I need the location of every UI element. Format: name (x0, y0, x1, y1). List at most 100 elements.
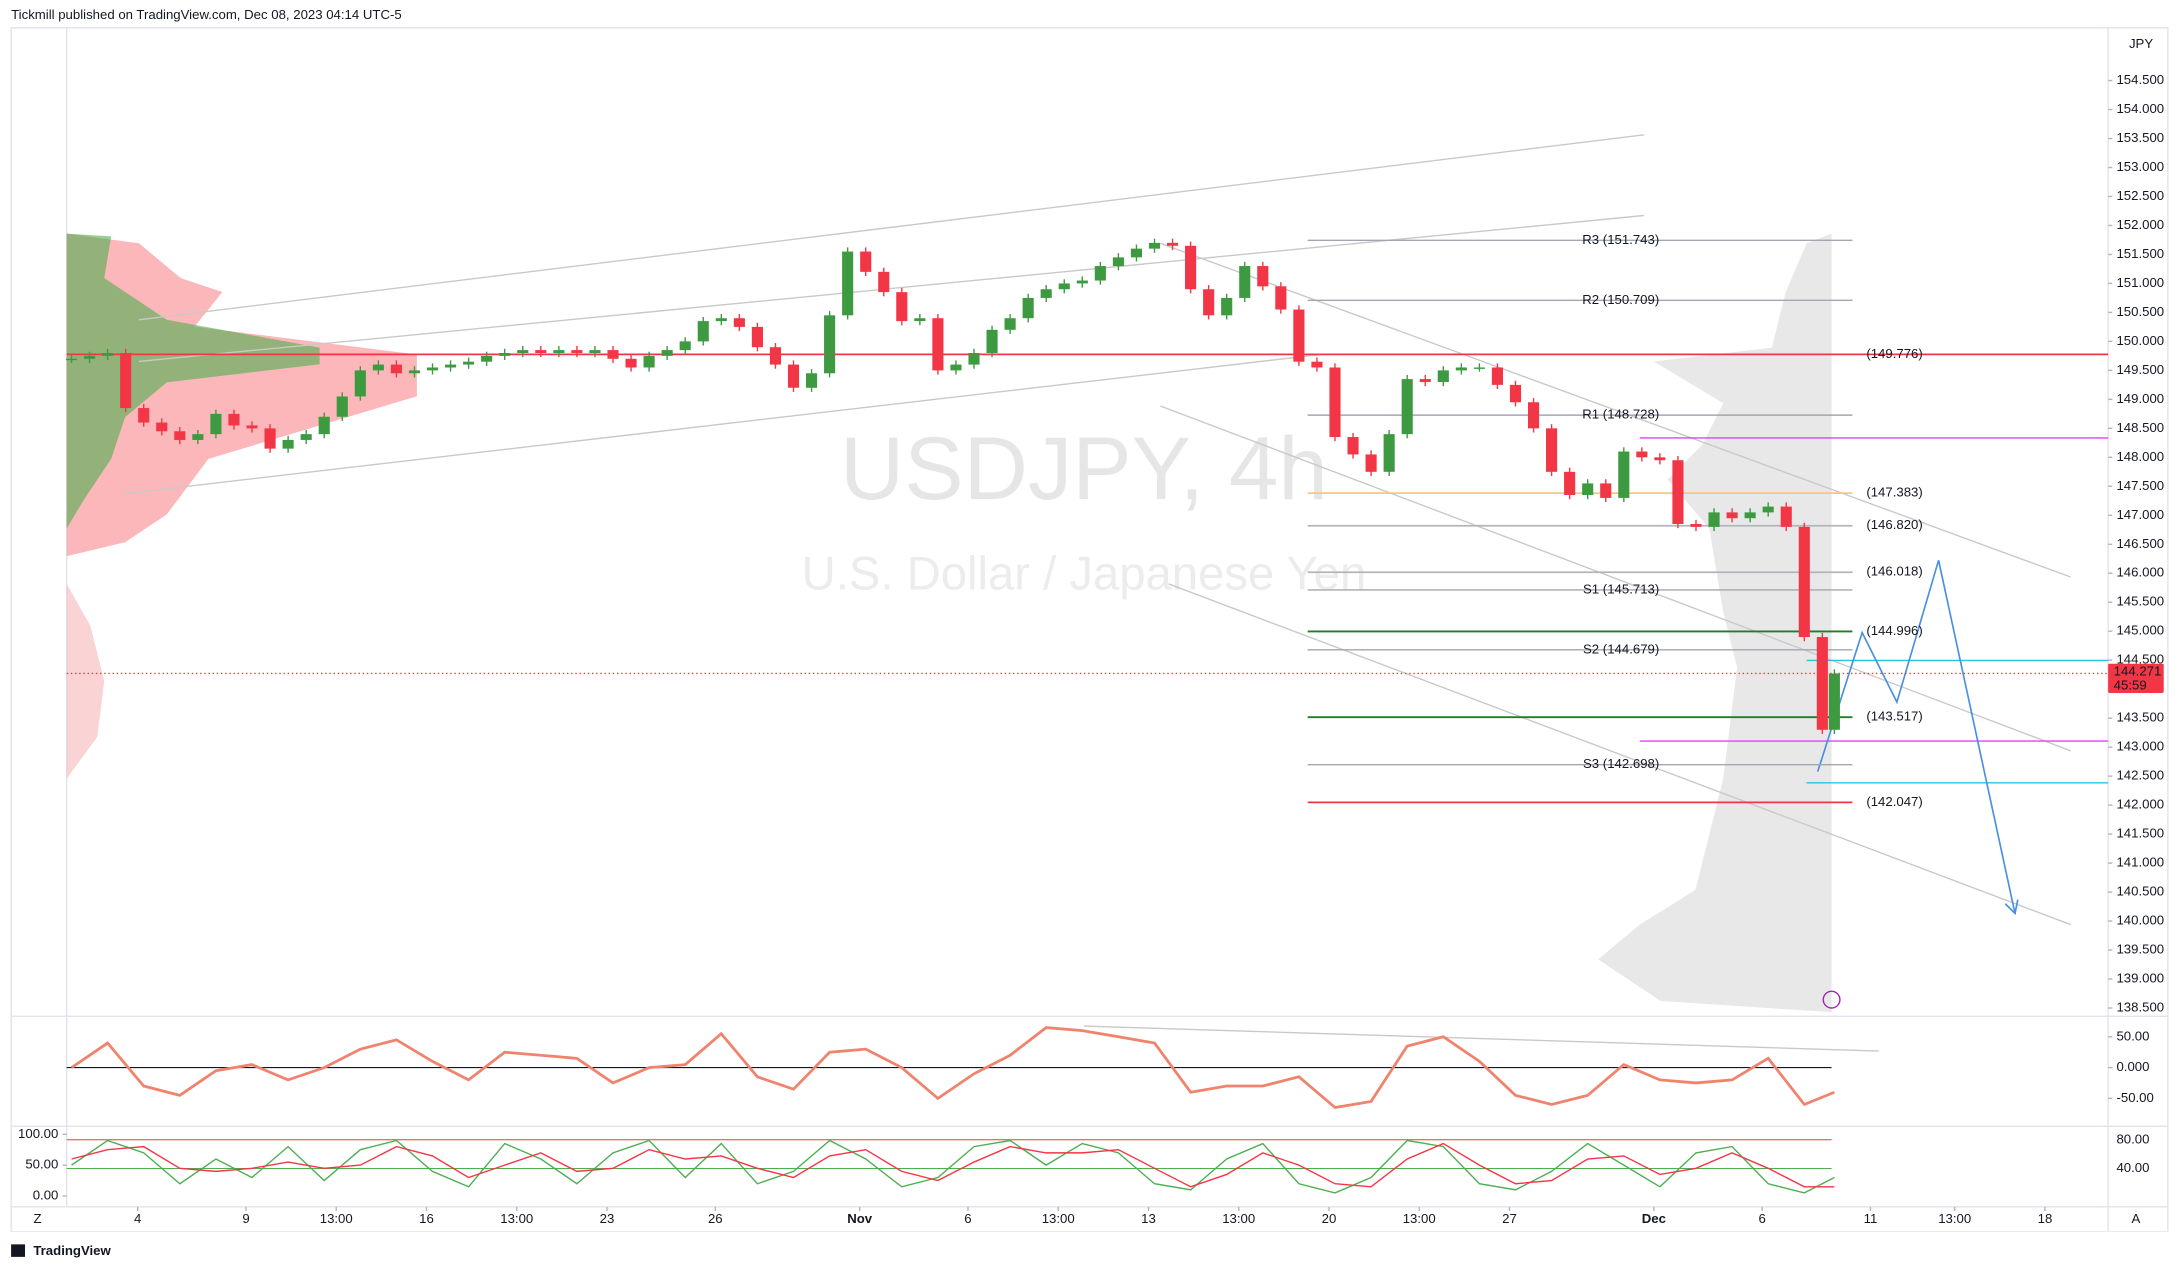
level-label: (142.047) (1866, 794, 1922, 809)
candle (1828, 673, 1840, 730)
y-tick-label: 139.500 (2116, 942, 2164, 957)
x-tick-label: Dec (1642, 1211, 1666, 1226)
level-label: (143.517) (1866, 709, 1922, 724)
y-tick-label: 154.000 (2116, 101, 2164, 116)
candle (751, 326, 763, 348)
y-tick-label: -50.00 (2116, 1090, 2153, 1105)
candle (408, 370, 421, 374)
y-tick-label: 151.000 (2116, 275, 2164, 290)
level-label: (144.996) (1866, 623, 1922, 638)
candle (950, 364, 962, 371)
candle (1473, 367, 1485, 369)
indicator-line (71, 1139, 1835, 1194)
scale-button[interactable]: Z (33, 1211, 41, 1226)
candle (481, 355, 493, 362)
y-tick-label: 150.000 (2116, 333, 2164, 348)
y-tick-label: 140.500 (2116, 884, 2164, 899)
event-icon[interactable] (1822, 990, 1841, 1009)
y-tick-label: 149.000 (2116, 391, 2164, 406)
candle (246, 425, 258, 429)
candle (1311, 361, 1323, 368)
candle (1293, 309, 1305, 362)
candle (1347, 437, 1359, 455)
candle (1636, 451, 1648, 458)
x-tick-label: 13:00 (1938, 1211, 1971, 1226)
volume-profile-buy (66, 233, 320, 529)
indicator-line (70, 1026, 1835, 1110)
x-tick-label: 9 (242, 1211, 249, 1226)
y-tick-label: 152.500 (2116, 188, 2164, 203)
candle (390, 364, 402, 374)
candle (192, 434, 204, 440)
y-tick-label: 50.00 (25, 1157, 58, 1172)
candle (1112, 257, 1124, 267)
candle (65, 358, 78, 361)
candle (354, 370, 366, 397)
candle (1690, 523, 1702, 527)
x-tick-label: 27 (1502, 1211, 1517, 1226)
y-tick-label: 143.000 (2116, 739, 2164, 754)
candle (733, 318, 745, 327)
candle (1365, 454, 1377, 472)
candle (1022, 297, 1034, 319)
level-label: (147.383) (1866, 485, 1922, 500)
candle (1130, 248, 1143, 258)
y-tick-label: 148.000 (2116, 449, 2164, 464)
y-tick-label: 50.00 (2116, 1028, 2149, 1043)
candle (769, 347, 782, 365)
candle (1491, 367, 1504, 385)
scale-button[interactable]: A (2132, 1211, 2141, 1226)
candle (318, 416, 330, 435)
candle (1726, 512, 1738, 519)
candle (878, 271, 890, 293)
candle (426, 367, 439, 371)
candle (643, 355, 655, 368)
pivot-label: S1 (145.713) (1583, 581, 1659, 596)
candle (463, 361, 475, 365)
pivot-label: R1 (148.728) (1582, 407, 1659, 422)
candle (860, 251, 872, 272)
candle (1401, 379, 1413, 435)
candle (824, 315, 836, 374)
countdown-label: 45:59 (2114, 677, 2147, 692)
volume-profile-right (1598, 233, 1832, 1013)
y-tick-label: 147.500 (2116, 478, 2164, 493)
candle (120, 352, 132, 409)
candle (102, 352, 114, 356)
candle (1455, 367, 1467, 371)
level-label: (146.018) (1866, 564, 1922, 579)
x-tick-label: 18 (2038, 1211, 2053, 1226)
x-tick-label: 16 (419, 1211, 434, 1226)
candle (914, 318, 926, 322)
projection-arrow (2004, 899, 2019, 916)
candle (372, 364, 384, 371)
last-price-label: 144.271 (2114, 664, 2162, 679)
candle (1329, 367, 1341, 438)
candle (968, 352, 980, 365)
x-tick-label: Nov (847, 1211, 873, 1226)
candle (1564, 471, 1576, 496)
x-tick-label: 23 (600, 1211, 615, 1226)
projection-path (1816, 560, 2016, 914)
candle (1582, 483, 1594, 496)
plot-layer: 138.500 139.000 139.500 140.000 140.500 141.0… (18, 72, 2164, 1226)
candle (84, 355, 96, 359)
level-label: (149.776) (1866, 346, 1922, 361)
y-tick-label: 153.500 (2116, 130, 2164, 145)
candle (282, 439, 294, 449)
candle (1437, 370, 1449, 382)
candle (1040, 289, 1052, 298)
x-tick-label: 4 (134, 1211, 141, 1226)
brand-name: TradingView (33, 1243, 111, 1258)
y-tick-label: 145.500 (2116, 594, 2164, 609)
candle (1004, 318, 1016, 330)
currency-label: JPY (2129, 36, 2153, 51)
candle (1257, 266, 1269, 287)
indicator-line (71, 1142, 1835, 1188)
x-tick-label: 11 (1864, 1211, 1878, 1226)
y-tick-label: 154.500 (2116, 72, 2164, 87)
candle (1094, 266, 1106, 281)
y-tick-label: 100.00 (18, 1126, 58, 1141)
